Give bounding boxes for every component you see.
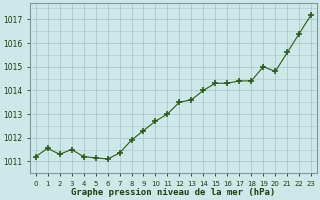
X-axis label: Graphe pression niveau de la mer (hPa): Graphe pression niveau de la mer (hPa) [71,188,276,197]
